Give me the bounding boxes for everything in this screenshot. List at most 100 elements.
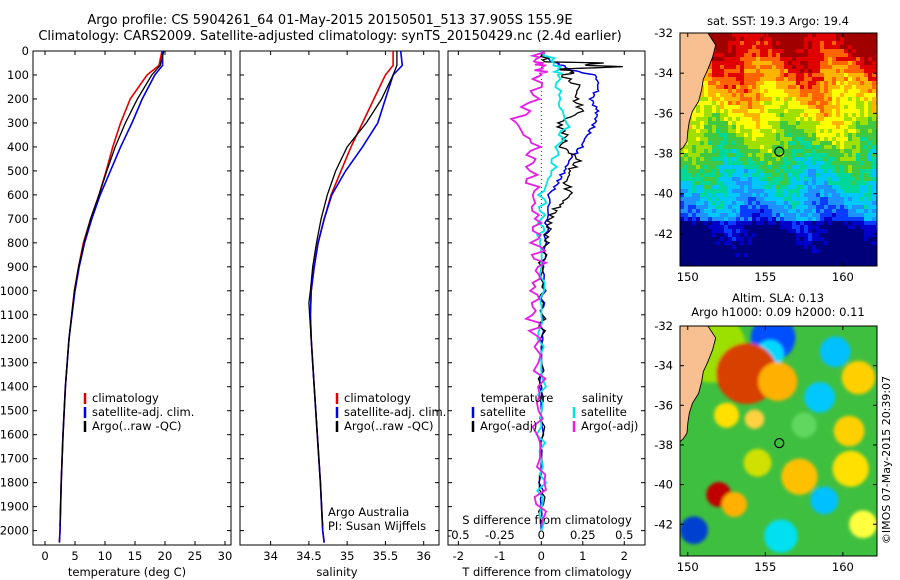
sst-cell: [824, 117, 828, 121]
sst-cell: [736, 117, 740, 121]
sst-cell: [828, 129, 832, 133]
sst-cell: [764, 153, 768, 157]
sst-cell: [860, 153, 864, 157]
sst-cell: [856, 253, 860, 257]
sst-cell: [804, 125, 808, 129]
sst-cell: [832, 237, 836, 241]
sst-cell: [812, 129, 816, 133]
sst-cell: [752, 229, 756, 233]
sst-cell: [820, 185, 824, 189]
sst-cell: [724, 53, 728, 57]
sst-cell: [760, 209, 764, 213]
sst-cell: [856, 157, 860, 161]
sst-cell: [796, 37, 800, 41]
sst-cell: [712, 225, 716, 229]
sst-cell: [700, 121, 704, 125]
sst-cell: [736, 161, 740, 165]
sst-cell: [772, 41, 776, 45]
sst-cell: [748, 117, 752, 121]
sst-cell: [844, 225, 848, 229]
sst-cell: [836, 109, 840, 113]
sst-cell: [864, 229, 868, 233]
sst-cell: [808, 157, 812, 161]
sst-cell: [720, 133, 724, 137]
sst-cell: [800, 93, 804, 97]
sst-cell: [740, 41, 744, 45]
sst-cell: [756, 177, 760, 181]
sst-cell: [812, 45, 816, 49]
sst-cell: [836, 213, 840, 217]
sst-cell: [744, 161, 748, 165]
sst-cell: [748, 237, 752, 241]
sst-cell: [872, 201, 876, 205]
sst-cell: [728, 53, 732, 57]
sst-cell: [728, 93, 732, 97]
sst-cell: [748, 189, 752, 193]
sst-cell: [868, 157, 872, 161]
sst-cell: [708, 161, 712, 165]
sst-cell: [760, 249, 764, 253]
sst-cell: [868, 41, 872, 45]
sst-cell: [844, 229, 848, 233]
sst-cell: [864, 205, 868, 209]
sst-cell: [780, 161, 784, 165]
sst-cell: [800, 241, 804, 245]
sst-cell: [784, 33, 788, 37]
sst-cell: [840, 93, 844, 97]
sst-cell: [708, 213, 712, 217]
sst-cell: [864, 213, 868, 217]
sst-cell: [808, 161, 812, 165]
sst-cell: [748, 125, 752, 129]
sst-cell: [848, 193, 852, 197]
sst-cell: [768, 253, 772, 257]
sst-cell: [844, 217, 848, 221]
sst-cell: [820, 241, 824, 245]
sst-cell: [848, 105, 852, 109]
sst-cell: [776, 181, 780, 185]
sst-cell: [860, 233, 864, 237]
sst-cell: [828, 253, 832, 257]
sst-cell: [744, 197, 748, 201]
sst-cell: [744, 205, 748, 209]
sst-cell: [752, 53, 756, 57]
sst-cell: [816, 233, 820, 237]
sst-cell: [700, 241, 704, 245]
sst-cell: [736, 261, 740, 265]
sst-cell: [860, 177, 864, 181]
sst-cell: [688, 217, 692, 221]
sst-cell: [752, 141, 756, 145]
sst-cell: [804, 121, 808, 125]
sst-cell: [768, 117, 772, 121]
sst-cell: [756, 101, 760, 105]
sst-cell: [688, 249, 692, 253]
sst-cell: [736, 61, 740, 65]
sst-cell: [704, 233, 708, 237]
sst-cell: [744, 73, 748, 77]
sst-cell: [768, 53, 772, 57]
sst-cell: [872, 257, 876, 261]
sst-cell: [700, 225, 704, 229]
sst-cell: [788, 65, 792, 69]
sst-cell: [772, 77, 776, 81]
sst-cell: [796, 257, 800, 261]
diff-t-tick-label: 0: [538, 549, 545, 563]
sst-cell: [796, 205, 800, 209]
sst-cell: [860, 161, 864, 165]
sst-cell: [808, 185, 812, 189]
sst-cell: [720, 245, 724, 249]
sst-cell: [868, 117, 872, 121]
sst-cell: [800, 185, 804, 189]
sst-cell: [760, 105, 764, 109]
sst-cell: [768, 225, 772, 229]
sst-cell: [812, 181, 816, 185]
sst-cell: [840, 153, 844, 157]
sst-cell: [724, 121, 728, 125]
sst-cell: [744, 237, 748, 241]
sst-cell: [712, 193, 716, 197]
sst-cell: [776, 49, 780, 53]
sst-cell: [836, 161, 840, 165]
sst-cell: [780, 97, 784, 101]
sst-cell: [808, 229, 812, 233]
sst-cell: [860, 261, 864, 265]
sst-cell: [688, 185, 692, 189]
